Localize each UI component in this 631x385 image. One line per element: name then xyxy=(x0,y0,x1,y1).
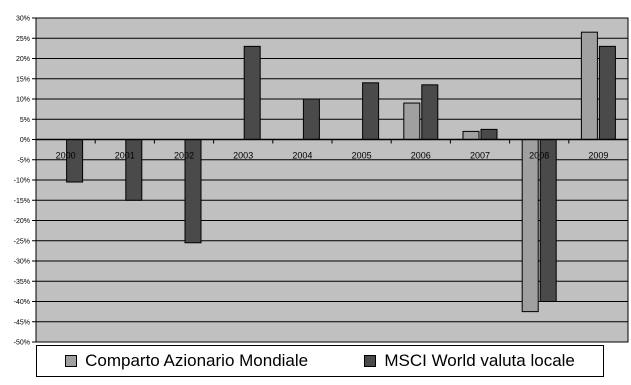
bar-comparto-2006 xyxy=(403,102,421,141)
y-tick-label: -35% xyxy=(14,279,30,286)
bar-msci-2006 xyxy=(421,84,439,140)
y-tick-label: -40% xyxy=(14,299,30,306)
x-tick-label: 2004 xyxy=(292,151,312,161)
legend-label-msci: MSCI World valuta locale xyxy=(384,351,575,370)
x-tick-label: 2001 xyxy=(115,151,135,161)
chart-legend: Comparto Azionario Mondiale MSCI World v… xyxy=(36,345,604,377)
bar-comparto-2009 xyxy=(580,31,598,140)
y-tick-label: -45% xyxy=(14,319,30,326)
legend-item-msci: MSCI World valuta locale xyxy=(364,351,575,371)
y-tick-label: -15% xyxy=(14,198,30,205)
y-tick-label: 20% xyxy=(16,56,30,63)
legend-swatch-msci xyxy=(364,355,377,367)
y-tick-label: -20% xyxy=(14,218,30,225)
bar-msci-2001 xyxy=(125,139,143,201)
y-tick-label: -25% xyxy=(14,238,30,245)
x-tick-label: 2009 xyxy=(588,151,608,161)
bar-msci-2005 xyxy=(362,82,380,141)
bar-comparto-2007 xyxy=(462,130,480,140)
bar-msci-2004 xyxy=(302,98,320,140)
y-tick-label: -30% xyxy=(14,259,30,266)
bar-msci-2008 xyxy=(539,139,557,302)
bar-msci-2007 xyxy=(480,128,498,140)
x-tick-label: 2003 xyxy=(233,151,253,161)
y-tick-label: 0% xyxy=(20,137,30,144)
bar-comparto-2008 xyxy=(521,139,539,313)
bar-msci-2000 xyxy=(66,139,84,183)
y-tick-label: -10% xyxy=(14,178,30,185)
y-tick-label: 30% xyxy=(16,16,30,23)
x-tick-label: 2005 xyxy=(352,151,372,161)
x-tick-label: 2007 xyxy=(470,151,490,161)
x-tick-label: 2000 xyxy=(56,151,76,161)
y-tick-label: 5% xyxy=(20,117,30,124)
bar-msci-2003 xyxy=(243,45,261,140)
x-tick-label: 2002 xyxy=(174,151,194,161)
bar-msci-2009 xyxy=(598,45,616,140)
y-tick-label: -5% xyxy=(18,157,30,164)
y-tick-label: 10% xyxy=(16,97,30,104)
legend-item-comparto: Comparto Azionario Mondiale xyxy=(65,351,308,371)
y-tick-label: 25% xyxy=(16,36,30,43)
legend-swatch-comparto xyxy=(65,355,78,367)
x-tick-label: 2008 xyxy=(529,151,549,161)
y-tick-label: 15% xyxy=(16,76,30,83)
legend-label-comparto: Comparto Azionario Mondiale xyxy=(85,351,309,370)
y-tick-label: -50% xyxy=(14,340,30,347)
x-tick-label: 2006 xyxy=(411,151,431,161)
